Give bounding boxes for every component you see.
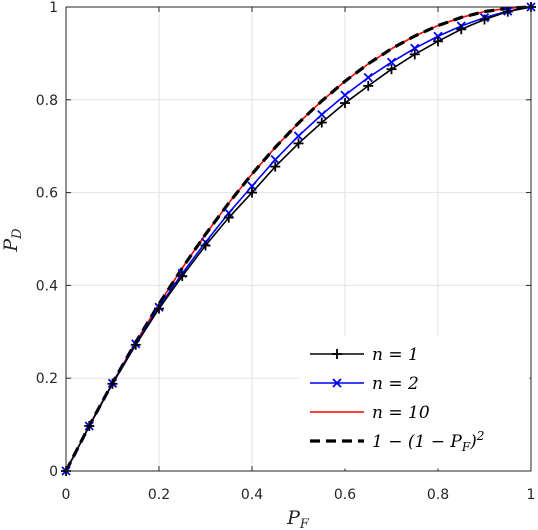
series-1-marker — [386, 57, 397, 67]
series-0-marker — [409, 49, 420, 60]
series-0-marker — [270, 161, 281, 172]
legend-label-n2: n = 2 — [372, 374, 419, 394]
grid — [66, 7, 531, 471]
legend-marker-0 — [332, 349, 342, 359]
y-tick-label: 0 — [49, 464, 58, 480]
series-0-marker — [433, 36, 443, 47]
y-tick-label: 0.4 — [36, 278, 58, 294]
series-0-marker — [154, 303, 164, 314]
x-tick-label: 0.2 — [148, 487, 170, 503]
series-1-marker — [317, 110, 327, 120]
plot-frame — [65, 6, 532, 472]
x-tick-label: 0.4 — [241, 487, 263, 503]
series-0-marker — [84, 420, 95, 431]
series-0-marker — [223, 212, 234, 223]
series-0-marker — [386, 64, 397, 75]
series-1-marker — [363, 72, 373, 83]
series-1-marker — [410, 43, 420, 53]
series-layer — [61, 2, 536, 476]
y-axis-title-sub: D — [10, 228, 25, 240]
legend: n = 1 n = 2 n = 10 1 − (1 − PF)2 — [300, 336, 530, 469]
legend-items — [310, 349, 364, 443]
series-line-3 — [64, 5, 532, 472]
series-1-marker — [433, 31, 443, 41]
x-tick-label: 1 — [527, 487, 536, 503]
legend-box — [300, 336, 530, 469]
series-0-marker — [177, 271, 188, 282]
x-axis-title-sub: F — [299, 517, 310, 530]
x-tick-label: 0.6 — [334, 487, 356, 503]
x-tick-label: 0 — [62, 487, 71, 503]
series-0-marker — [456, 24, 467, 35]
series-1-marker — [270, 155, 280, 165]
x-axis-title: PF — [286, 507, 310, 530]
legend-marker-1 — [332, 378, 342, 388]
series-0-marker — [107, 378, 118, 389]
series-0-marker — [316, 117, 327, 128]
series-0-marker — [130, 339, 141, 350]
y-tick-label: 0.2 — [36, 371, 58, 387]
series-0-marker — [340, 98, 350, 109]
series-0-marker — [293, 138, 304, 149]
series-1-marker — [340, 90, 350, 100]
series-0-marker — [247, 187, 257, 198]
series-0-marker — [200, 240, 211, 251]
y-axis-title: PD — [0, 228, 25, 253]
series-0-marker — [479, 14, 490, 25]
series-1-marker — [293, 131, 304, 141]
series-0-marker — [502, 6, 513, 17]
y-tick-label: 0.8 — [36, 93, 58, 109]
legend-label-n10: n = 10 — [372, 403, 430, 423]
legend-label-n1: n = 1 — [372, 345, 419, 365]
y-tick-label: 0.6 — [36, 186, 58, 202]
tick-labels: 0 0.2 0.4 0.6 0.8 1 0 0.2 0.4 0.6 0.8 1 — [36, 0, 536, 503]
series-0-marker — [363, 80, 374, 91]
y-tick-label: 1 — [49, 0, 58, 16]
ticks — [65, 6, 532, 472]
x-tick-label: 0.8 — [427, 487, 449, 503]
